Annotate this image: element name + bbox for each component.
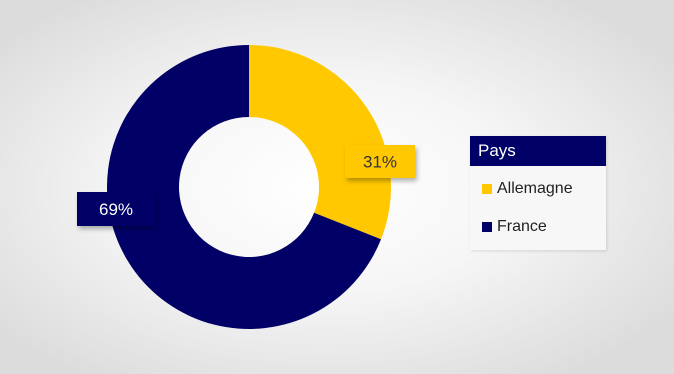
legend-swatch-allemagne [482,184,492,194]
legend-label-allemagne: Allemagne [497,180,573,197]
legend-item-france: France [482,216,547,238]
data-label-box-allemagne [345,145,415,178]
legend-title: Pays [470,136,606,166]
data-label-allemagne: 31% [345,145,415,178]
data-label-text-allemagne: 31% [363,153,397,172]
legend-item-allemagne: Allemagne [482,178,573,200]
donut-slice-allemagne [249,45,391,240]
legend: Pays Allemagne France [470,136,606,250]
data-label-box-france [77,192,155,226]
data-label-france: 69% [77,192,155,226]
legend-label-france: France [497,218,547,235]
donut-slice-france [107,45,382,329]
legend-swatch-france [482,222,492,232]
data-label-text-france: 69% [99,200,133,219]
